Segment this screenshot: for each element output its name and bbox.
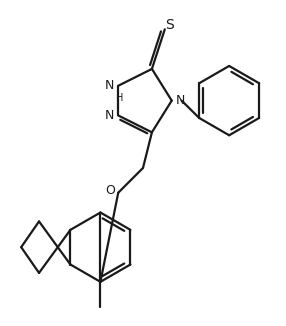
Text: N: N [176,94,185,107]
Text: N: N [105,109,114,122]
Text: H: H [116,93,123,103]
Text: N: N [105,79,114,92]
Text: O: O [105,184,115,197]
Text: S: S [165,18,174,32]
